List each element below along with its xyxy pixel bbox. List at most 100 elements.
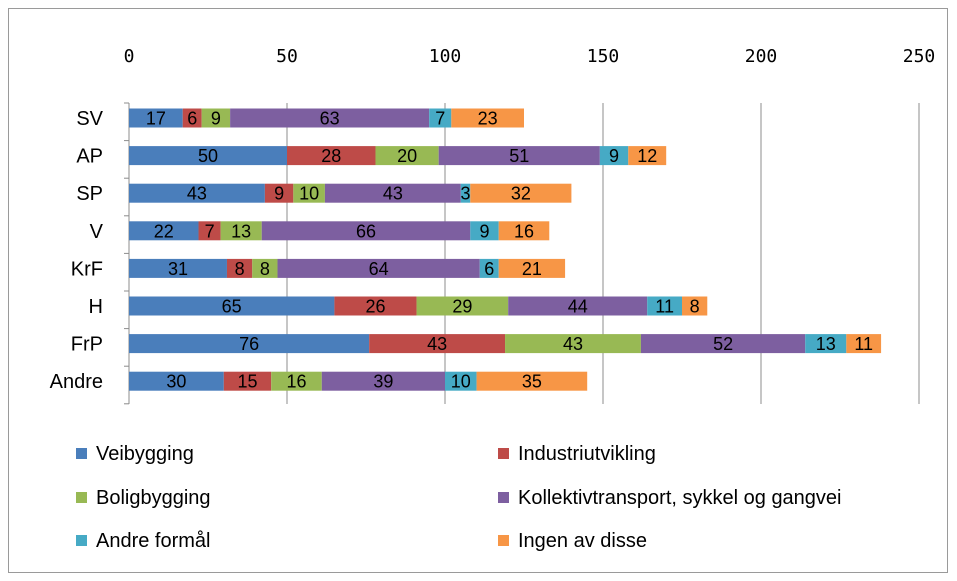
bar-segment	[129, 146, 287, 166]
bar-segment	[498, 258, 566, 278]
legend-swatch	[76, 448, 87, 459]
legend-swatch	[498, 448, 509, 459]
bar-segment	[321, 371, 445, 391]
bar-segment	[445, 371, 477, 391]
data-label: 13	[231, 221, 251, 241]
data-label: 66	[356, 221, 376, 241]
bar-segment	[479, 258, 499, 278]
data-label: 28	[321, 146, 341, 166]
legend-label: Kollektivtransport, sykkel og gangvei	[518, 487, 842, 509]
legend: Veibygging Industriutvikling Boligbygging K…	[76, 443, 842, 552]
data-label: 43	[383, 184, 403, 204]
data-label: 20	[397, 146, 417, 166]
data-label: 6	[187, 109, 197, 129]
data-label: 11	[854, 334, 873, 354]
data-label: 35	[522, 372, 542, 392]
data-label: 10	[451, 372, 471, 392]
data-label: 32	[511, 184, 531, 204]
x-tick-label: 0	[124, 46, 135, 67]
bar-segment	[201, 108, 231, 128]
data-label: 51	[509, 146, 529, 166]
category-label: H	[89, 296, 103, 318]
bar-segment	[182, 108, 202, 128]
data-label: 9	[609, 146, 619, 166]
chart-frame	[8, 8, 948, 573]
data-label: 6	[484, 259, 494, 279]
data-label: 7	[435, 109, 445, 129]
category-label: KrF	[71, 258, 103, 280]
data-label: 7	[205, 221, 215, 241]
data-label: 64	[369, 259, 389, 279]
legend-swatch	[498, 492, 509, 503]
data-label: 21	[522, 259, 542, 279]
data-label: 8	[260, 259, 270, 279]
bar-segment	[505, 334, 641, 354]
bar-segment	[508, 296, 648, 316]
bar-segment	[129, 258, 227, 278]
data-label: 43	[563, 334, 583, 354]
bar-segment	[805, 334, 847, 354]
data-label: 23	[478, 109, 498, 129]
data-label: 76	[239, 334, 259, 354]
category-label: AP	[76, 146, 103, 168]
x-tick-label: 150	[587, 46, 620, 67]
data-label: 10	[299, 184, 319, 204]
category-labels: SV AP SP V KrF H FrP Andre	[50, 108, 104, 393]
bar-segment	[476, 371, 588, 391]
bar-segment	[375, 146, 439, 166]
legend-swatch	[76, 492, 87, 503]
bar-segment	[129, 334, 370, 354]
x-tick-label: 200	[745, 46, 778, 67]
data-label: 9	[274, 184, 284, 204]
bar-segment	[416, 296, 509, 316]
data-label: 15	[237, 372, 257, 392]
bar-segment	[498, 221, 550, 241]
bar-segment	[369, 334, 506, 354]
legend-label: Veibygging	[96, 443, 194, 465]
data-label: 43	[427, 334, 447, 354]
data-label: 16	[514, 221, 534, 241]
x-tick-label: 250	[903, 46, 936, 67]
bar-segment	[198, 221, 221, 241]
data-label: 43	[187, 184, 207, 204]
category-label: SV	[76, 108, 103, 130]
bar-segment	[271, 371, 322, 391]
bar-segment	[129, 183, 265, 203]
bar-segment	[261, 221, 471, 241]
bar-segment	[129, 296, 335, 316]
data-label: 13	[816, 334, 836, 354]
bar-segment	[324, 183, 461, 203]
bar-segment	[334, 296, 417, 316]
bar-segment	[252, 258, 278, 278]
data-label: 52	[713, 334, 733, 354]
bar-segment	[429, 108, 452, 128]
category-label: V	[90, 221, 104, 243]
category-label: SP	[76, 183, 103, 205]
bar-segment	[287, 146, 376, 166]
bar-segment	[599, 146, 629, 166]
bar-segment	[223, 371, 272, 391]
bar-segment	[460, 183, 471, 203]
category-label: Andre	[50, 371, 103, 393]
data-label: 9	[211, 109, 221, 129]
category-label: FrP	[71, 334, 103, 356]
data-label: 31	[168, 259, 188, 279]
bar-segment	[640, 334, 806, 354]
bar-segment	[264, 183, 294, 203]
x-tick-label: 100	[429, 46, 462, 67]
data-label: 12	[637, 146, 657, 166]
bar-segment	[647, 296, 682, 316]
data-label: 63	[320, 109, 340, 129]
bar-segment	[220, 221, 262, 241]
data-label: 39	[373, 372, 393, 392]
data-label: 8	[235, 259, 245, 279]
data-label: 50	[198, 146, 218, 166]
data-label: 17	[146, 109, 166, 129]
legend-label: Andre formål	[96, 530, 211, 552]
data-label: 65	[222, 297, 242, 317]
legend-label: Ingen av disse	[518, 530, 647, 552]
bar-segment	[682, 296, 708, 316]
bar-segments	[129, 108, 882, 391]
